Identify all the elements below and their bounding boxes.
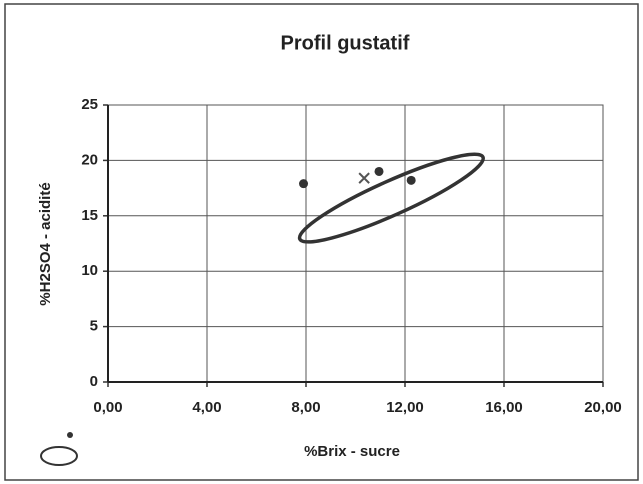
- chart-title: Profil gustatif: [281, 32, 410, 54]
- point: [406, 175, 416, 185]
- x-tick-label: 0,00: [93, 399, 122, 416]
- y-tick-label: 25: [81, 96, 98, 113]
- ellipse: [297, 152, 485, 244]
- y-tick-label: 15: [81, 207, 98, 224]
- y-tick-label: 0: [90, 373, 98, 390]
- point: [299, 179, 309, 189]
- plot-area: [107, 104, 604, 383]
- y-axis-title: %H2SO4 - acidité: [37, 182, 54, 305]
- x-tick-label: 16,00: [485, 399, 523, 416]
- point-cross: [358, 172, 370, 184]
- y-tick-label: 20: [81, 151, 98, 168]
- y-tick-label: 5: [90, 318, 98, 335]
- legend-dot: [67, 432, 73, 438]
- x-tick-label: 8,00: [291, 399, 320, 416]
- x-tick-label: 12,00: [386, 399, 424, 416]
- x-tick-label: 20,00: [584, 399, 622, 416]
- x-axis-title: %Brix - sucre: [304, 443, 400, 460]
- y-tick-label: 10: [81, 262, 98, 279]
- chart-frame: [4, 3, 639, 481]
- point: [374, 166, 384, 176]
- legend-ellipse: [40, 446, 78, 466]
- x-tick-label: 4,00: [192, 399, 221, 416]
- legend: [40, 432, 78, 466]
